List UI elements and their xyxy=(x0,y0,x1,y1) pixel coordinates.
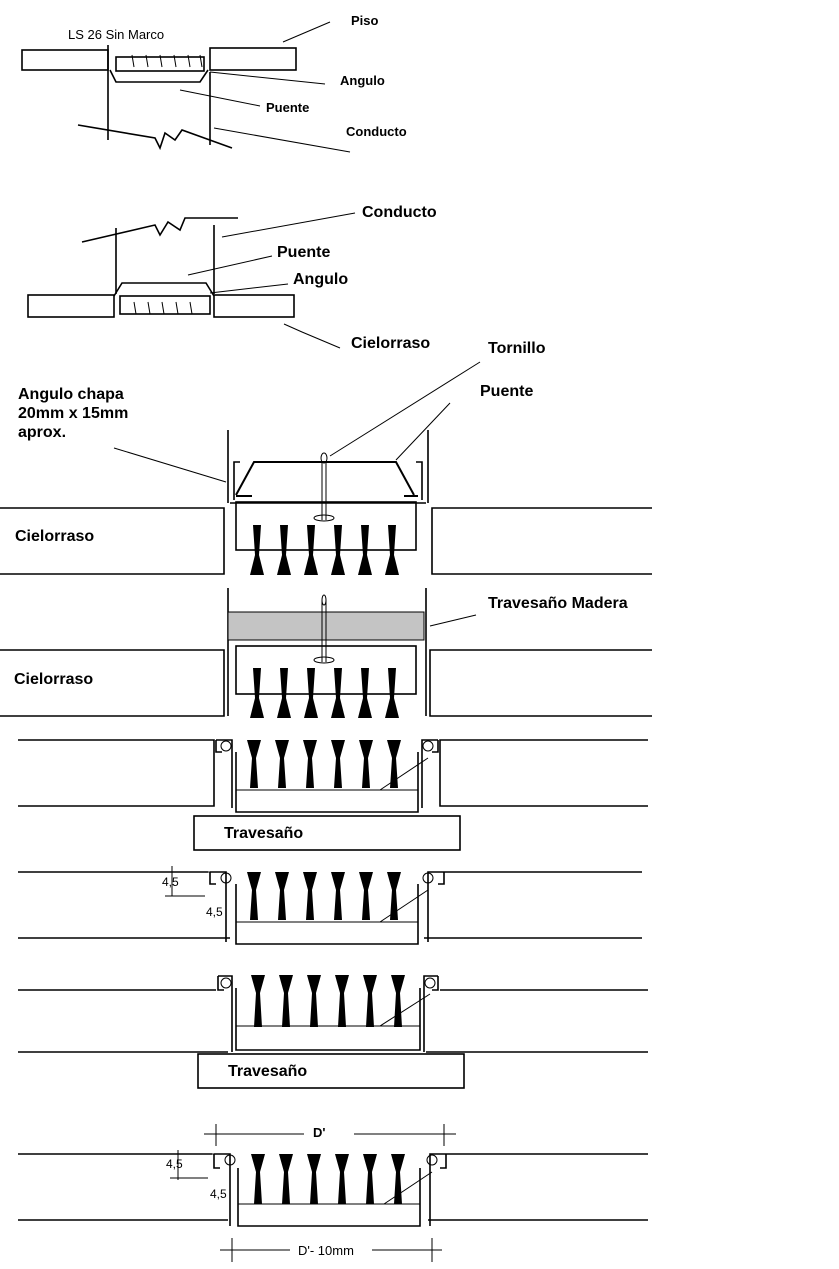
blades-row-3 xyxy=(250,525,399,575)
tornillo-label: Tornillo xyxy=(488,340,546,357)
dim-label-2a: 4,5 xyxy=(166,1157,183,1171)
angulo-label-1: Angulo xyxy=(340,73,385,88)
dim-label-2b: 4,5 xyxy=(210,1187,227,1201)
blades-row-6 xyxy=(247,872,401,920)
crossbar-1 xyxy=(193,815,461,851)
cielorraso-label-1: Cielorraso xyxy=(351,335,430,352)
ceiling-blades xyxy=(133,301,193,315)
angulo-chapa-note: aprox. xyxy=(18,424,66,441)
puente-label-1: Puente xyxy=(266,100,309,115)
cielorraso-label-2: Cielorraso xyxy=(15,528,94,545)
blades-row-5 xyxy=(247,740,401,788)
travesano-madera-label: Travesaño Madera xyxy=(488,595,628,612)
frame-dimension-section: 4,5 4,5 xyxy=(18,866,642,945)
blades-row-7 xyxy=(251,975,405,1027)
ceiling-mount-section: Conducto Puente Angulo Cielorraso xyxy=(27,204,437,352)
puente-label-2: Puente xyxy=(277,244,330,261)
angulo-chapa-size: 20mm x 15mm xyxy=(18,405,128,422)
dim-label-top: D' xyxy=(313,1125,325,1140)
crossbar-2 xyxy=(197,1053,465,1089)
angulo-label-2: Angulo xyxy=(293,271,348,288)
frame-crossbar-section-1: Travesaño xyxy=(18,739,648,851)
bracket-detail-section: Tornillo Puente Angulo chapa 20mm x 15mm… xyxy=(0,340,652,575)
travesano-label-2: Travesaño xyxy=(228,1063,307,1080)
puente-label-3: Puente xyxy=(480,383,533,400)
overall-dimension-section: D' 4,5 4,5 D'- 10mm xyxy=(18,1124,648,1262)
wood-crossbar-section: Travesaño Madera Cielorraso xyxy=(0,588,652,718)
floor-mount-section: LS 26 Sin Marco Piso Angulo Puente Condu… xyxy=(21,13,407,153)
dim-label-1a: 4,5 xyxy=(162,875,179,889)
model-label: LS 26 Sin Marco xyxy=(68,27,164,42)
cielorraso-label-3: Cielorraso xyxy=(14,671,93,688)
blades-row-4 xyxy=(250,668,399,718)
frame-crossbar-section-2: Travesaño xyxy=(18,975,648,1089)
angulo-chapa-label: Angulo chapa xyxy=(18,386,124,403)
piso-label: Piso xyxy=(351,13,379,28)
blades-row-8 xyxy=(251,1154,405,1204)
floor-blades xyxy=(131,54,203,68)
dim-label-bottom: D'- 10mm xyxy=(298,1243,354,1258)
travesano-label-1: Travesaño xyxy=(224,825,303,842)
conducto-label-1: Conducto xyxy=(346,124,407,139)
dim-label-1b: 4,5 xyxy=(206,905,223,919)
conducto-label-2: Conducto xyxy=(362,204,437,221)
